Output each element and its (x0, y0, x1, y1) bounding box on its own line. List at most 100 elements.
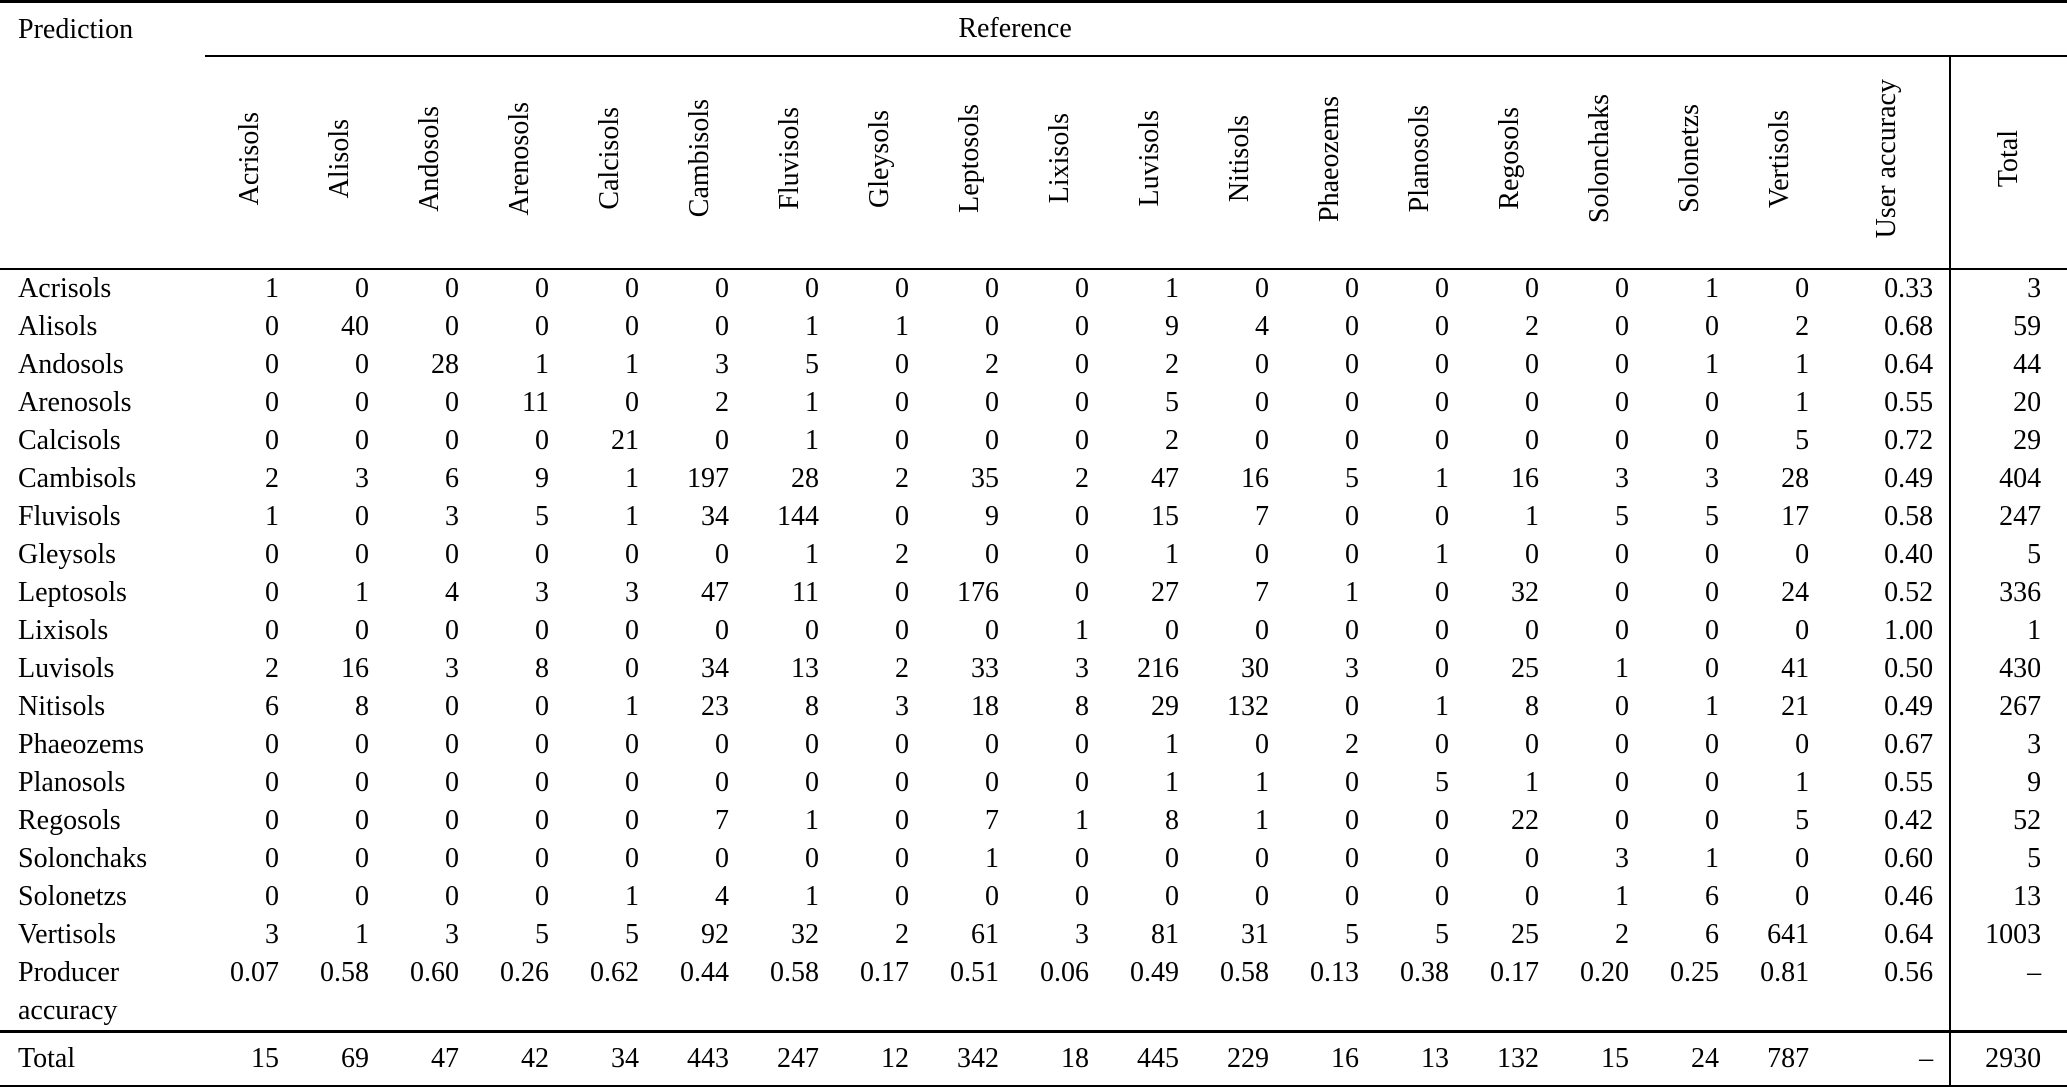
row-label: Solonchaks (18, 843, 148, 874)
cell-calcisols-user-accuracy: 0.72 (1884, 425, 1934, 456)
cell-producer-accuracy-cambisols: 0.44 (680, 957, 729, 988)
cell-regosols-solonetzs: 0 (1705, 805, 1719, 836)
matrix-row-fluvisols: Fluvisols 1 0 3 5 1 34 144 0 9 0 15 7 0 0 1 5 5 17 0.58 247 (0, 498, 2067, 536)
column-header-calcisols: Calcisols (565, 56, 655, 270)
cell-solonchaks-acrisols: 0 (265, 843, 279, 874)
cell-andosols-solonchaks: 0 (1615, 349, 1629, 380)
cell-acrisols-luvisols: 1 (1165, 273, 1179, 304)
cell-cambisols-alisols: 3 (355, 463, 369, 494)
cell-acrisols-regosols: 0 (1525, 273, 1539, 304)
cell-andosols-planosols: 0 (1435, 349, 1449, 380)
cell-luvisols-arenosols: 8 (535, 653, 549, 684)
cell-alisols-arenosols: 0 (535, 311, 549, 342)
matrix-row-luvisols: Luvisols 2 16 3 8 0 34 13 2 33 3 216 30 3 0 25 1 0 41 0.50 4… (0, 650, 2067, 688)
cell-gleysols-gleysols: 2 (895, 539, 909, 570)
row-label: Lixisols (18, 615, 109, 646)
cell-gleysols-solonetzs: 0 (1705, 539, 1719, 570)
cell-solonchaks-calcisols: 0 (625, 843, 639, 874)
cell-solonetzs-fluvisols: 1 (805, 881, 819, 912)
cell-luvisols-lixisols: 3 (1075, 653, 1089, 684)
cell-nitisols-alisols: 8 (355, 691, 369, 722)
cell-nitisols-nitisols: 132 (1227, 691, 1269, 722)
cell-arenosols-luvisols: 5 (1165, 387, 1179, 418)
cell-vertisols-phaeozems: 5 (1345, 919, 1359, 950)
cell-producer-accuracy-nitisols: 0.58 (1220, 957, 1269, 988)
cell-planosols-arenosols: 0 (535, 767, 549, 798)
cell-phaeozems-total: 3 (1949, 726, 2067, 764)
cell-vertisols-acrisols: 3 (265, 919, 279, 950)
cell-leptosols-cambisols: 47 (701, 577, 729, 608)
cell-regosols-alisols: 0 (355, 805, 369, 836)
cell-regosols-fluvisols: 1 (805, 805, 819, 836)
cell-phaeozems-calcisols: 0 (625, 729, 639, 760)
cell-phaeozems-luvisols: 1 (1165, 729, 1179, 760)
column-header-alisols: Alisols (295, 56, 385, 270)
cell-arenosols-gleysols: 0 (895, 387, 909, 418)
cell-vertisols-gleysols: 2 (895, 919, 909, 950)
cell-vertisols-lixisols: 3 (1075, 919, 1089, 950)
cell-vertisols-fluvisols: 32 (791, 919, 819, 950)
cell-regosols-gleysols: 0 (895, 805, 909, 836)
cell-phaeozems-vertisols: 0 (1795, 729, 1810, 760)
column-header-label: Luvisols (1134, 110, 1166, 207)
cell-luvisols-solonchaks: 1 (1615, 653, 1629, 684)
cell-solonetzs-arenosols: 0 (535, 881, 549, 912)
cell-total-regosols: 132 (1465, 1030, 1555, 1087)
column-header-label: Nitisols (1224, 114, 1256, 203)
matrix-row-phaeozems: Phaeozems 0 0 0 0 0 0 0 0 0 0 1 0 2 0 0 0 0 0 0.67 3 (0, 726, 2067, 764)
cell-luvisols-fluvisols: 13 (791, 653, 819, 684)
cell-fluvisols-vertisols: 17 (1781, 501, 1810, 532)
cell-solonetzs-alisols: 0 (355, 881, 369, 912)
cell-phaeozems-andosols: 0 (445, 729, 459, 760)
row-label: Vertisols (18, 919, 116, 950)
cell-nitisols-arenosols: 0 (535, 691, 549, 722)
cell-cambisols-gleysols: 2 (895, 463, 909, 494)
cell-producer-accuracy-regosols: 0.17 (1490, 957, 1539, 988)
cell-acrisols-fluvisols: 0 (805, 273, 819, 304)
cell-luvisols-gleysols: 2 (895, 653, 909, 684)
cell-calcisols-acrisols: 0 (265, 425, 279, 456)
cell-producer-accuracy-solonetzs: 0.25 (1670, 957, 1719, 988)
cell-calcisols-lixisols: 0 (1075, 425, 1089, 456)
cell-calcisols-solonchaks: 0 (1615, 425, 1629, 456)
column-header-gleysols: Gleysols (835, 56, 925, 270)
cell-total-user-accuracy: – (1825, 1030, 1951, 1087)
cell-planosols-andosols: 0 (445, 767, 459, 798)
cell-solonchaks-cambisols: 0 (715, 843, 729, 874)
cell-acrisols-lixisols: 0 (1075, 273, 1089, 304)
cell-leptosols-lixisols: 0 (1075, 577, 1089, 608)
column-header-lixisols: Lixisols (1015, 56, 1105, 270)
cell-solonetzs-luvisols: 0 (1165, 881, 1179, 912)
cell-alisols-solonchaks: 0 (1615, 311, 1629, 342)
cell-solonetzs-lixisols: 0 (1075, 881, 1089, 912)
cell-fluvisols-andosols: 3 (445, 501, 459, 532)
cell-solonetzs-calcisols: 1 (625, 881, 639, 912)
cell-producer-accuracy-vertisols: 0.81 (1760, 957, 1810, 988)
cell-phaeozems-user-accuracy: 0.67 (1884, 729, 1934, 760)
cell-leptosols-planosols: 0 (1435, 577, 1449, 608)
cell-leptosols-solonchaks: 0 (1615, 577, 1629, 608)
cell-arenosols-phaeozems: 0 (1345, 387, 1359, 418)
column-header-arenosols: Arenosols (475, 56, 565, 270)
prediction-axis-label: Prediction (18, 13, 134, 45)
cell-producer-accuracy-calcisols: 0.62 (590, 957, 639, 988)
cell-solonchaks-solonchaks: 3 (1615, 843, 1629, 874)
cell-planosols-vertisols: 1 (1795, 767, 1810, 798)
cell-planosols-luvisols: 1 (1165, 767, 1179, 798)
cell-solonchaks-user-accuracy: 0.60 (1884, 843, 1934, 874)
cell-arenosols-leptosols: 0 (985, 387, 999, 418)
cell-alisols-phaeozems: 0 (1345, 311, 1359, 342)
cell-alisols-acrisols: 0 (265, 311, 279, 342)
row-label: Arenosols (18, 387, 132, 418)
cell-lixisols-arenosols: 0 (535, 615, 549, 646)
cell-phaeozems-solonchaks: 0 (1615, 729, 1629, 760)
cell-regosols-phaeozems: 0 (1345, 805, 1359, 836)
cell-alisols-user-accuracy: 0.68 (1884, 311, 1934, 342)
cell-andosols-fluvisols: 5 (805, 349, 819, 380)
cell-cambisols-fluvisols: 28 (791, 463, 819, 494)
cell-producer-accuracy-user-accuracy: 0.56 (1884, 957, 1934, 988)
column-header-label: Phaeozems (1314, 95, 1346, 222)
cell-producer-accuracy-total: – (1949, 954, 2067, 1032)
matrix-row-calcisols: Calcisols 0 0 0 0 21 0 1 0 0 0 2 0 0 0 0 0 0 5 0.72 29 (0, 422, 2067, 460)
